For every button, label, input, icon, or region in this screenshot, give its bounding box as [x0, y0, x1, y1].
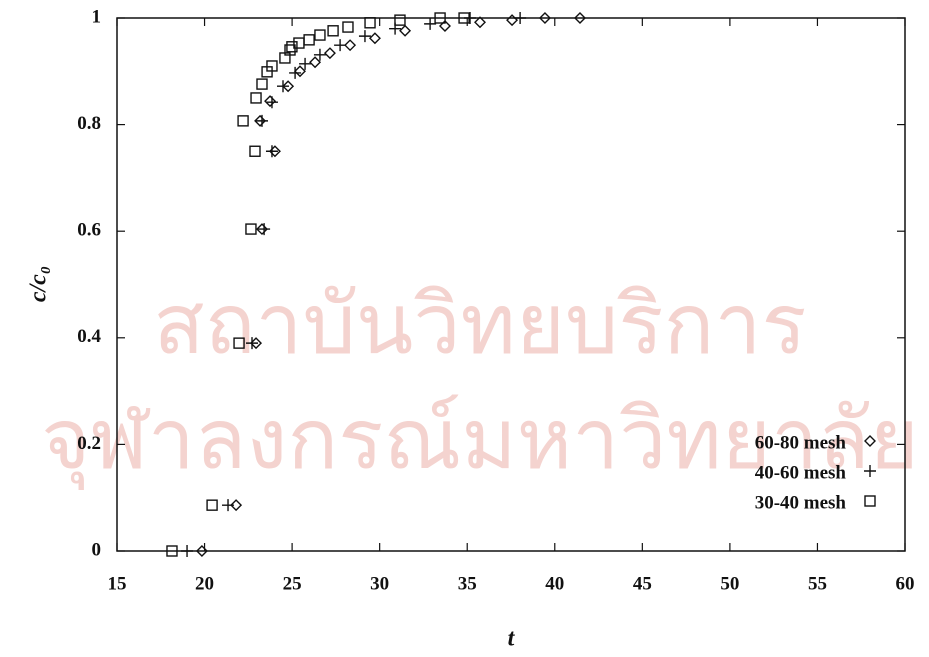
square-marker	[284, 44, 296, 56]
plus-marker	[313, 48, 326, 61]
y-axis-label: c/c₀	[26, 266, 52, 302]
diamond-marker	[309, 56, 322, 69]
x-tick-label: 15	[108, 573, 127, 594]
square-marker	[256, 78, 268, 90]
x-tick-label: 20	[195, 573, 214, 594]
plus-marker	[246, 337, 259, 350]
diamond-marker	[368, 32, 381, 45]
diamond-marker	[256, 223, 268, 236]
legend-label: 30-40 mesh	[755, 492, 847, 513]
x-axis-label: t	[508, 626, 516, 652]
square-marker	[166, 545, 178, 557]
x-tick-label: 45	[633, 573, 652, 594]
plus-marker	[464, 12, 477, 24]
diamond-marker	[438, 20, 451, 32]
square-marker	[286, 41, 298, 53]
plus-marker	[358, 30, 371, 43]
diamond-marker	[254, 114, 267, 127]
diamond-marker	[344, 39, 357, 52]
x-tick-label: 30	[370, 573, 389, 594]
square-marker	[327, 25, 339, 37]
x-tick-label: 60	[896, 573, 915, 594]
square-marker	[314, 29, 326, 41]
plus-marker	[424, 17, 437, 30]
y-tick-label: 0.8	[77, 113, 101, 134]
diamond-marker	[538, 12, 551, 24]
diamond-marker	[506, 14, 519, 27]
plus-marker	[222, 499, 235, 512]
diamond-marker	[574, 12, 586, 24]
plus-marker	[334, 39, 347, 52]
square-marker	[249, 145, 261, 157]
legend-marker	[864, 435, 876, 447]
x-tick-label: 50	[720, 573, 739, 594]
square-marker	[233, 337, 245, 349]
legend-marker	[864, 465, 876, 477]
y-tick-label: 0.4	[77, 326, 101, 347]
square-marker	[250, 92, 262, 104]
diamond-marker	[323, 47, 336, 60]
plus-marker	[258, 223, 271, 236]
diamond-marker	[230, 499, 243, 512]
square-marker	[206, 499, 218, 511]
plus-marker	[265, 145, 278, 158]
diamond-marker	[282, 80, 295, 93]
diamond-marker	[264, 95, 277, 108]
legend-label: 40-60 mesh	[755, 462, 847, 483]
square-marker	[458, 12, 470, 24]
plus-marker	[181, 545, 194, 557]
x-tick-label: 40	[545, 573, 564, 594]
x-tick-label: 55	[808, 573, 827, 594]
square-marker	[342, 21, 354, 33]
square-marker	[245, 223, 257, 235]
x-tick-label: 35	[458, 573, 477, 594]
legend-marker	[864, 495, 876, 507]
plus-marker	[277, 80, 290, 93]
watermark: จุฬาลงกรณ์มหาวิทยาลัย	[41, 390, 919, 491]
plus-marker	[299, 57, 312, 70]
square-marker	[303, 34, 315, 46]
square-marker	[266, 60, 278, 72]
y-tick-label: 1	[92, 6, 102, 27]
plus-marker	[289, 66, 302, 79]
diamond-marker	[399, 24, 412, 37]
square-marker	[237, 115, 249, 127]
plot-frame	[116, 17, 906, 552]
square-marker	[434, 12, 446, 24]
diamond-marker	[195, 545, 208, 557]
diamond-marker	[294, 65, 306, 78]
legend-label: 60-80 mesh	[755, 432, 847, 453]
y-tick-label: 0.6	[77, 220, 101, 241]
plus-marker	[514, 12, 527, 24]
y-tick-label: 0.2	[77, 433, 101, 454]
plus-marker	[255, 114, 268, 127]
diamond-marker	[474, 16, 486, 29]
square-marker	[364, 17, 376, 29]
y-tick-label: 0	[92, 539, 102, 560]
square-marker	[394, 14, 406, 26]
plus-marker	[265, 96, 278, 109]
watermark: สถาบันวิทยบริการ	[153, 275, 806, 373]
x-tick-label: 25	[283, 573, 302, 594]
